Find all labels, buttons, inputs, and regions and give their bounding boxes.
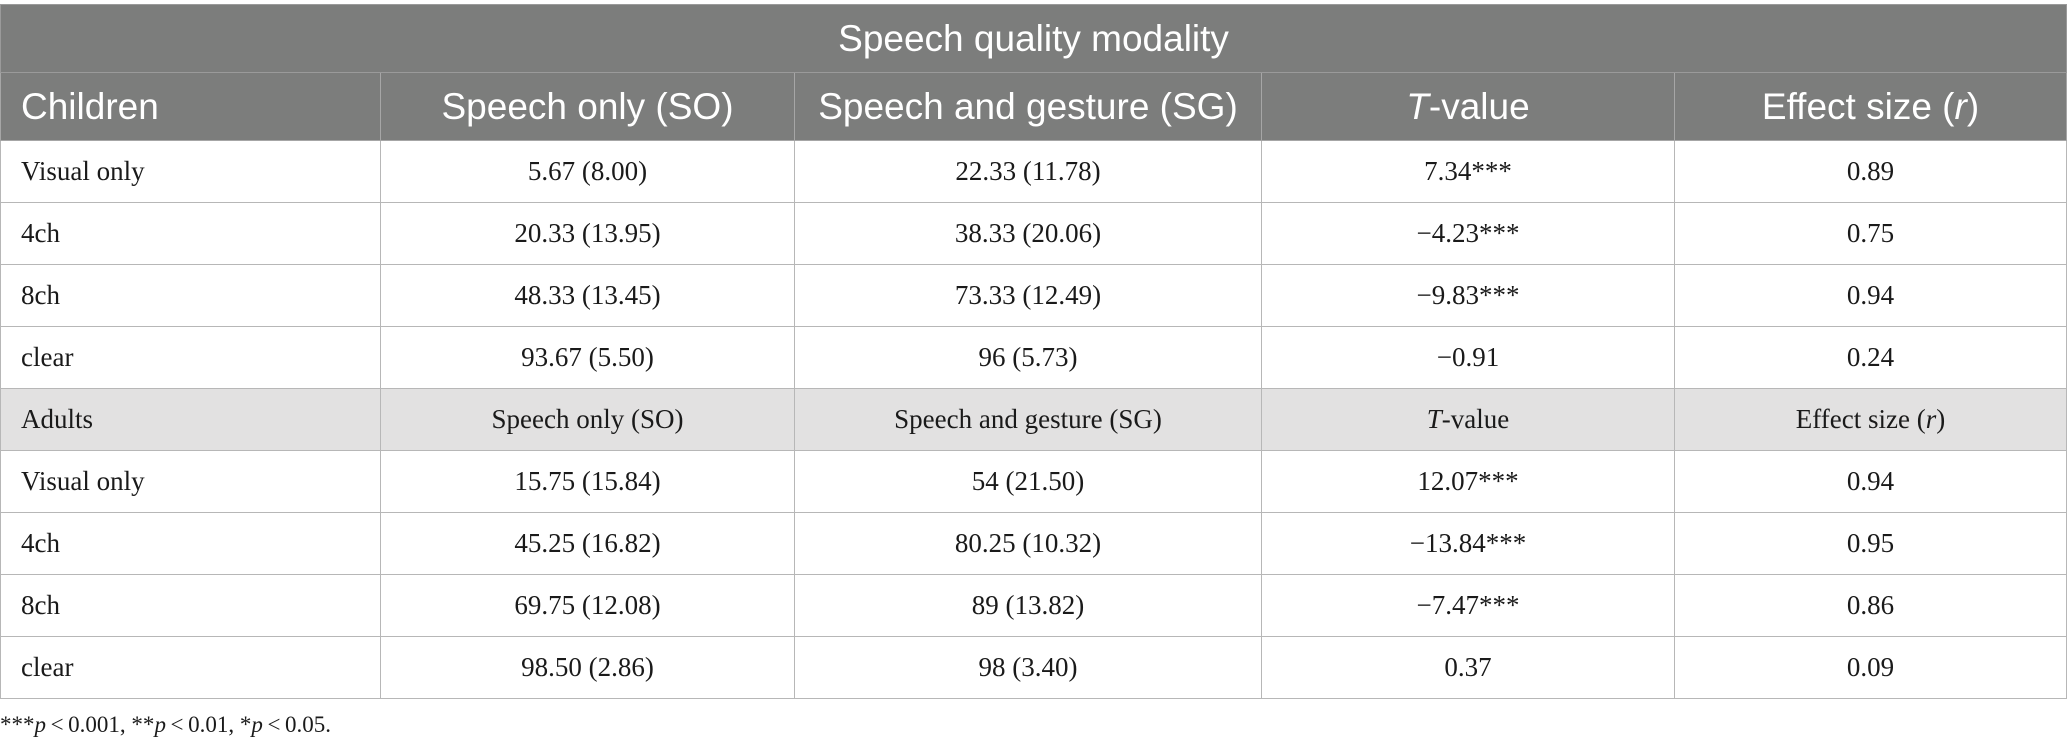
sg-cell: 89 (13.82): [794, 574, 1262, 637]
footnote-p-3: p: [251, 712, 263, 737]
condition-cell: 4ch: [0, 202, 381, 265]
table-row: clear 93.67 (5.50) 96 (5.73) −0.91 0.24: [0, 326, 2067, 389]
children-header-row: Children Speech only (SO) Speech and ges…: [0, 72, 2067, 141]
effect-size-column-header: Effect size (r): [1673, 72, 2067, 141]
effect-size-cell: 0.95: [1673, 512, 2067, 575]
effect-size-prefix: Effect size (: [1761, 85, 1955, 127]
sg-cell: 73.33 (12.49): [794, 264, 1262, 327]
table-row: clear 98.50 (2.86) 98 (3.40) 0.37 0.09: [0, 636, 2067, 699]
footnote-p-1: p: [34, 712, 47, 737]
effect-size-cell: 0.89: [1673, 140, 2067, 203]
r-symbol: r: [1954, 85, 1967, 127]
sg-cell: 80.25 (10.32): [794, 512, 1262, 575]
so-cell: 15.75 (15.84): [380, 450, 795, 513]
sg-cell: 22.33 (11.78): [794, 140, 1262, 203]
t-value-cell: −7.47***: [1261, 574, 1675, 637]
results-table-container: Speech quality modality Children Speech …: [0, 4, 2067, 699]
sg-cell: 96 (5.73): [794, 326, 1262, 389]
condition-cell: 4ch: [0, 512, 381, 575]
condition-cell: 8ch: [0, 264, 381, 327]
adults-header-row: Adults Speech only (SO) Speech and gestu…: [0, 388, 2067, 451]
so-cell: 48.33 (13.45): [380, 264, 795, 327]
t-symbol: T: [1406, 85, 1429, 127]
t-value-cell: 7.34***: [1261, 140, 1675, 203]
footnote-text-2: < 0.01, *: [165, 712, 252, 737]
effect-size-cell: 0.94: [1673, 264, 2067, 327]
so-cell: 5.67 (8.00): [380, 140, 795, 203]
effect-size-cell: 0.94: [1673, 450, 2067, 513]
adults-group-header: Adults: [0, 388, 381, 451]
table-title: Speech quality modality: [0, 4, 2067, 73]
children-group-header: Children: [0, 72, 381, 141]
adults-so-column-header: Speech only (SO): [380, 388, 795, 451]
results-table: Speech quality modality Children Speech …: [0, 4, 2067, 699]
table-row: 4ch 20.33 (13.95) 38.33 (20.06) −4.23***…: [0, 202, 2067, 265]
t-value-cell: 0.37: [1261, 636, 1675, 699]
condition-cell: Visual only: [0, 450, 381, 513]
condition-cell: clear: [0, 326, 381, 389]
so-cell: 93.67 (5.50): [380, 326, 795, 389]
footnote-text-1: < 0.001, **: [46, 712, 155, 737]
so-cell: 98.50 (2.86): [380, 636, 795, 699]
t-value-cell: 12.07***: [1261, 450, 1675, 513]
t-value-cell: −9.83***: [1261, 264, 1675, 327]
so-cell: 45.25 (16.82): [380, 512, 795, 575]
t-value-suffix: -value: [1428, 85, 1530, 127]
condition-cell: 8ch: [0, 574, 381, 637]
table-row: Visual only 5.67 (8.00) 22.33 (11.78) 7.…: [0, 140, 2067, 203]
effect-size-cell: 0.86: [1673, 574, 2067, 637]
so-column-header: Speech only (SO): [380, 72, 795, 141]
sg-column-header: Speech and gesture (SG): [794, 72, 1262, 141]
footnote-text-3: < 0.05.: [262, 712, 332, 737]
t-value-cell: −4.23***: [1261, 202, 1675, 265]
adults-t-value-column-header: T-value: [1261, 388, 1675, 451]
effect-size-suffix: ): [1966, 85, 1980, 127]
t-value-cell: −13.84***: [1261, 512, 1675, 575]
effect-size-cell: 0.24: [1673, 326, 2067, 389]
table-row: Visual only 15.75 (15.84) 54 (21.50) 12.…: [0, 450, 2067, 513]
footnote-p-2: p: [154, 712, 166, 737]
significance-footnote: ***p < 0.001, **p < 0.01, *p < 0.05.: [0, 712, 331, 738]
effect-size-suffix: ): [1936, 404, 1946, 434]
table-row: 8ch 69.75 (12.08) 89 (13.82) −7.47*** 0.…: [0, 574, 2067, 637]
t-value-cell: −0.91: [1261, 326, 1675, 389]
effect-size-cell: 0.09: [1673, 636, 2067, 699]
table-title-row: Speech quality modality: [0, 4, 2067, 73]
t-value-suffix: -value: [1441, 404, 1510, 434]
r-symbol: r: [1925, 404, 1937, 434]
effect-size-cell: 0.75: [1673, 202, 2067, 265]
table-row: 8ch 48.33 (13.45) 73.33 (12.49) −9.83***…: [0, 264, 2067, 327]
so-cell: 69.75 (12.08): [380, 574, 795, 637]
adults-sg-column-header: Speech and gesture (SG): [794, 388, 1262, 451]
footnote-stars-1: ***: [0, 712, 35, 737]
sg-cell: 54 (21.50): [794, 450, 1262, 513]
effect-size-prefix: Effect size (: [1795, 404, 1926, 434]
sg-cell: 98 (3.40): [794, 636, 1262, 699]
table-row: 4ch 45.25 (16.82) 80.25 (10.32) −13.84**…: [0, 512, 2067, 575]
t-value-column-header: T-value: [1261, 72, 1675, 141]
so-cell: 20.33 (13.95): [380, 202, 795, 265]
t-symbol: T: [1426, 404, 1442, 434]
sg-cell: 38.33 (20.06): [794, 202, 1262, 265]
condition-cell: Visual only: [0, 140, 381, 203]
condition-cell: clear: [0, 636, 381, 699]
adults-effect-size-column-header: Effect size (r): [1673, 388, 2067, 451]
